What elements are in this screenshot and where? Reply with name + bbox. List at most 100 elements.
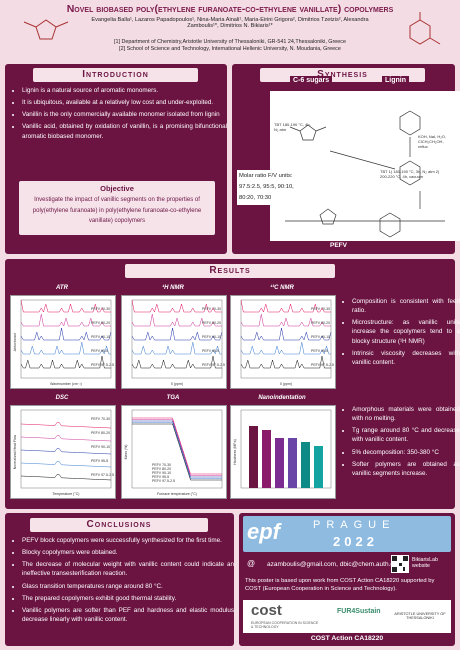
introduction: Introduction Lignin is a natural source … <box>5 64 227 254</box>
bar <box>314 446 323 488</box>
title: Novel biobased poly(ethylene furanoate-c… <box>66 3 394 15</box>
bar <box>249 426 258 488</box>
plot: Hardness (MPa) <box>230 405 336 499</box>
bullet: 5% decomposition: 350-380 °C <box>352 448 460 457</box>
bullet: PEFV block copolymers were successfully … <box>22 536 234 545</box>
ratio-label: Molar ratio F/V units: <box>239 173 293 179</box>
conclusions: Conclusions PEFV block copolymers were s… <box>5 513 234 646</box>
conference-banner: epf PRAGUE 2022 <box>243 516 451 552</box>
legend-label: PEFV 80-20 <box>91 321 110 325</box>
logos: cost EUROPEAN COOPERATION IN SCIENCE & T… <box>243 600 451 633</box>
trace <box>20 313 111 327</box>
legend-label: PEFV 90-10 <box>91 445 110 449</box>
trace <box>131 355 222 369</box>
bar <box>288 438 297 488</box>
fur4-logo: FUR4Sustain <box>337 608 381 615</box>
cost-action: COST Action CA18220 <box>310 635 384 642</box>
panel-title: ¹H NMR <box>162 285 184 291</box>
synthesis: Synthesis C-6 sugars Lignin TBT 180-190 … <box>232 64 460 254</box>
bullet-list: Lignin is a natural source of aromatic m… <box>11 86 227 144</box>
city: PRAGUE <box>313 519 396 531</box>
bullet: Glass transition temperatures range arou… <box>22 582 234 591</box>
plot: δ (ppm) PEFV 70-30 PEFV 80-20 PEFV 90-10 PEF… <box>230 295 336 389</box>
product: PEFV <box>330 242 347 249</box>
structure <box>23 19 69 40</box>
cost-sub: EUROPEAN COOPERATION IN SCIENCE & TECHNO… <box>251 621 319 629</box>
plot-frame <box>131 299 223 379</box>
legend-label: PEFV 90-10 <box>91 335 110 339</box>
legend-label: PEFV 80-20 <box>311 321 330 325</box>
objective-text: Investigate the impact of vanillic segme… <box>32 197 202 224</box>
legend-label: PEFV 80-20 <box>202 321 221 325</box>
x-axis-label: Furnace temperature (°C) <box>157 492 197 496</box>
condition: TBT 180-190 °C, 4h, N₂ atm <box>274 122 311 132</box>
bullet: Softer polymers are obtained as vanillic… <box>352 460 460 478</box>
legend-label: PEFV 97.5-2.5 <box>152 479 175 483</box>
legend-label: PEFV 70-30 <box>91 307 110 311</box>
y-axis-label: Hardness (MPa) <box>233 439 237 464</box>
trace <box>131 299 222 313</box>
bullet: Vanillic acid, obtained by oxidation of … <box>22 122 227 140</box>
trace <box>240 313 331 327</box>
plot: δ (ppm) PEFV 70-30 PEFV 80-20 PEFV 90-10 PEF… <box>121 295 227 389</box>
auth-logo: ARISTOTLE UNIVERSITY OF THESSALONIKI <box>394 612 446 620</box>
legend-label: PEFV 95-5 <box>91 459 108 463</box>
trace <box>20 461 112 468</box>
panel-title: TGA <box>166 395 180 401</box>
legend-label: PEFV 70-30 <box>311 307 330 311</box>
legend-label: PEFV 95-5 <box>202 349 219 353</box>
plot-frame <box>240 409 332 489</box>
trace <box>131 327 223 341</box>
trace <box>240 355 331 369</box>
at-icon: @ <box>247 559 256 568</box>
scheme-bg <box>270 91 460 241</box>
legend-label: PEFV 95-5 <box>311 349 328 353</box>
legend-label: PEFV 80-20 <box>152 467 171 471</box>
bullet: Blocky copolymers were obtained. <box>22 548 234 557</box>
objective-heading: Objective <box>100 184 134 193</box>
legend-label: PEFV 95-5 <box>152 475 169 479</box>
trace <box>240 327 332 341</box>
scheme <box>285 110 445 238</box>
bullet-list: Composition is consistent with feed rati… <box>341 297 460 370</box>
bullet: Intrinsic viscosity decreases with vanil… <box>352 349 460 367</box>
x-axis-label: Temperature (°C) <box>53 492 80 496</box>
y-axis-label: Mass (%) <box>124 445 128 460</box>
legend-label: PEFV 90-10 <box>311 335 330 339</box>
qr-label: BikiarisLab website <box>412 557 438 569</box>
plot: Furnace temperature (°C) Mass (%) PEFV 70-… <box>121 405 227 499</box>
trace <box>240 341 331 355</box>
trace <box>132 422 222 479</box>
panel-title: ATR <box>56 285 68 291</box>
trace <box>132 420 222 478</box>
label: C-6 sugars <box>290 76 333 85</box>
objective: Objective Investigate the impact of vani… <box>19 181 215 235</box>
qr-code <box>391 555 409 573</box>
condition: KOH, NaI, H₂O, ClCH₂CH₂OH, reflux <box>418 134 447 149</box>
legend-label: PEFV 80-20 <box>91 431 110 435</box>
trace <box>240 299 331 313</box>
bar <box>262 430 271 488</box>
trace <box>20 448 112 455</box>
bullet: Vanillic polymers are softer than PEF an… <box>22 606 234 624</box>
affiliation: [2] School of Science and Technology, In… <box>119 46 341 53</box>
bullet: Microstructure: as vanillic units increa… <box>352 318 460 345</box>
plot-frame <box>20 409 112 489</box>
heading: Conclusions <box>30 518 208 532</box>
trace <box>131 341 222 355</box>
y-axis-label: Normalized Heat Flow <box>13 434 17 469</box>
plot-frame <box>240 299 332 379</box>
affiliations: [1] Department of Chemistry,Aristotle Un… <box>90 39 370 54</box>
legend-label: PEFV 97.5-2.5 <box>202 363 225 367</box>
x-axis-label: Wavenumber (cm⁻¹) <box>50 382 82 386</box>
plot: Temperature (°C) Normalized Heat Flow PEFV… <box>10 405 116 499</box>
trace <box>132 419 222 476</box>
x-axis-label: δ (ppm) <box>171 382 183 386</box>
trace <box>20 327 112 341</box>
ratios: Molar ratio F/V units: 97.5:2.5, 95:5, 90… <box>237 170 311 205</box>
bullet: It is ubiquitous, available at a relativ… <box>22 98 227 107</box>
x-axis-label: δ (ppm) <box>280 382 292 386</box>
trace <box>20 299 111 313</box>
bullet-list: PEFV block copolymers were successfully … <box>11 536 234 627</box>
bullet: Tg range around 80 °C and decrease with … <box>352 426 460 444</box>
